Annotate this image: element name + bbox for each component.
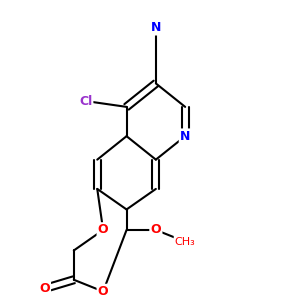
Text: O: O <box>151 224 161 236</box>
Text: O: O <box>98 285 108 298</box>
Text: N: N <box>180 130 190 143</box>
Text: N: N <box>151 21 161 34</box>
Text: CH₃: CH₃ <box>175 237 196 247</box>
Text: Cl: Cl <box>79 94 92 107</box>
Text: O: O <box>98 224 108 236</box>
Text: O: O <box>39 282 50 295</box>
